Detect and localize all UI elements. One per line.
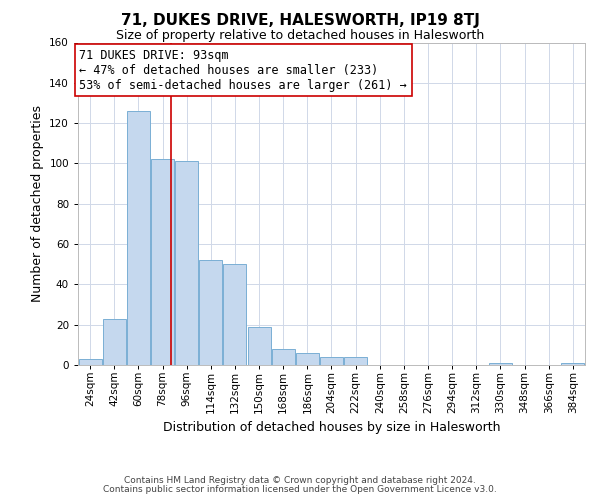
Bar [489,363,512,365]
Bar [151,160,174,365]
Y-axis label: Number of detached properties: Number of detached properties [31,106,44,302]
Bar [296,353,319,365]
Text: Size of property relative to detached houses in Halesworth: Size of property relative to detached ho… [116,29,484,42]
Text: Contains public sector information licensed under the Open Government Licence v3: Contains public sector information licen… [103,485,497,494]
Bar [320,357,343,365]
Bar [272,349,295,365]
Bar [248,326,271,365]
Bar [562,363,584,365]
X-axis label: Distribution of detached houses by size in Halesworth: Distribution of detached houses by size … [163,421,500,434]
Bar [223,264,247,365]
Bar [103,318,126,365]
Text: 71, DUKES DRIVE, HALESWORTH, IP19 8TJ: 71, DUKES DRIVE, HALESWORTH, IP19 8TJ [121,12,479,28]
Text: 71 DUKES DRIVE: 93sqm
← 47% of detached houses are smaller (233)
53% of semi-det: 71 DUKES DRIVE: 93sqm ← 47% of detached … [79,48,407,92]
Bar [79,359,101,365]
Bar [199,260,223,365]
Bar [127,111,150,365]
Text: Contains HM Land Registry data © Crown copyright and database right 2024.: Contains HM Land Registry data © Crown c… [124,476,476,485]
Bar [175,162,198,365]
Bar [344,357,367,365]
